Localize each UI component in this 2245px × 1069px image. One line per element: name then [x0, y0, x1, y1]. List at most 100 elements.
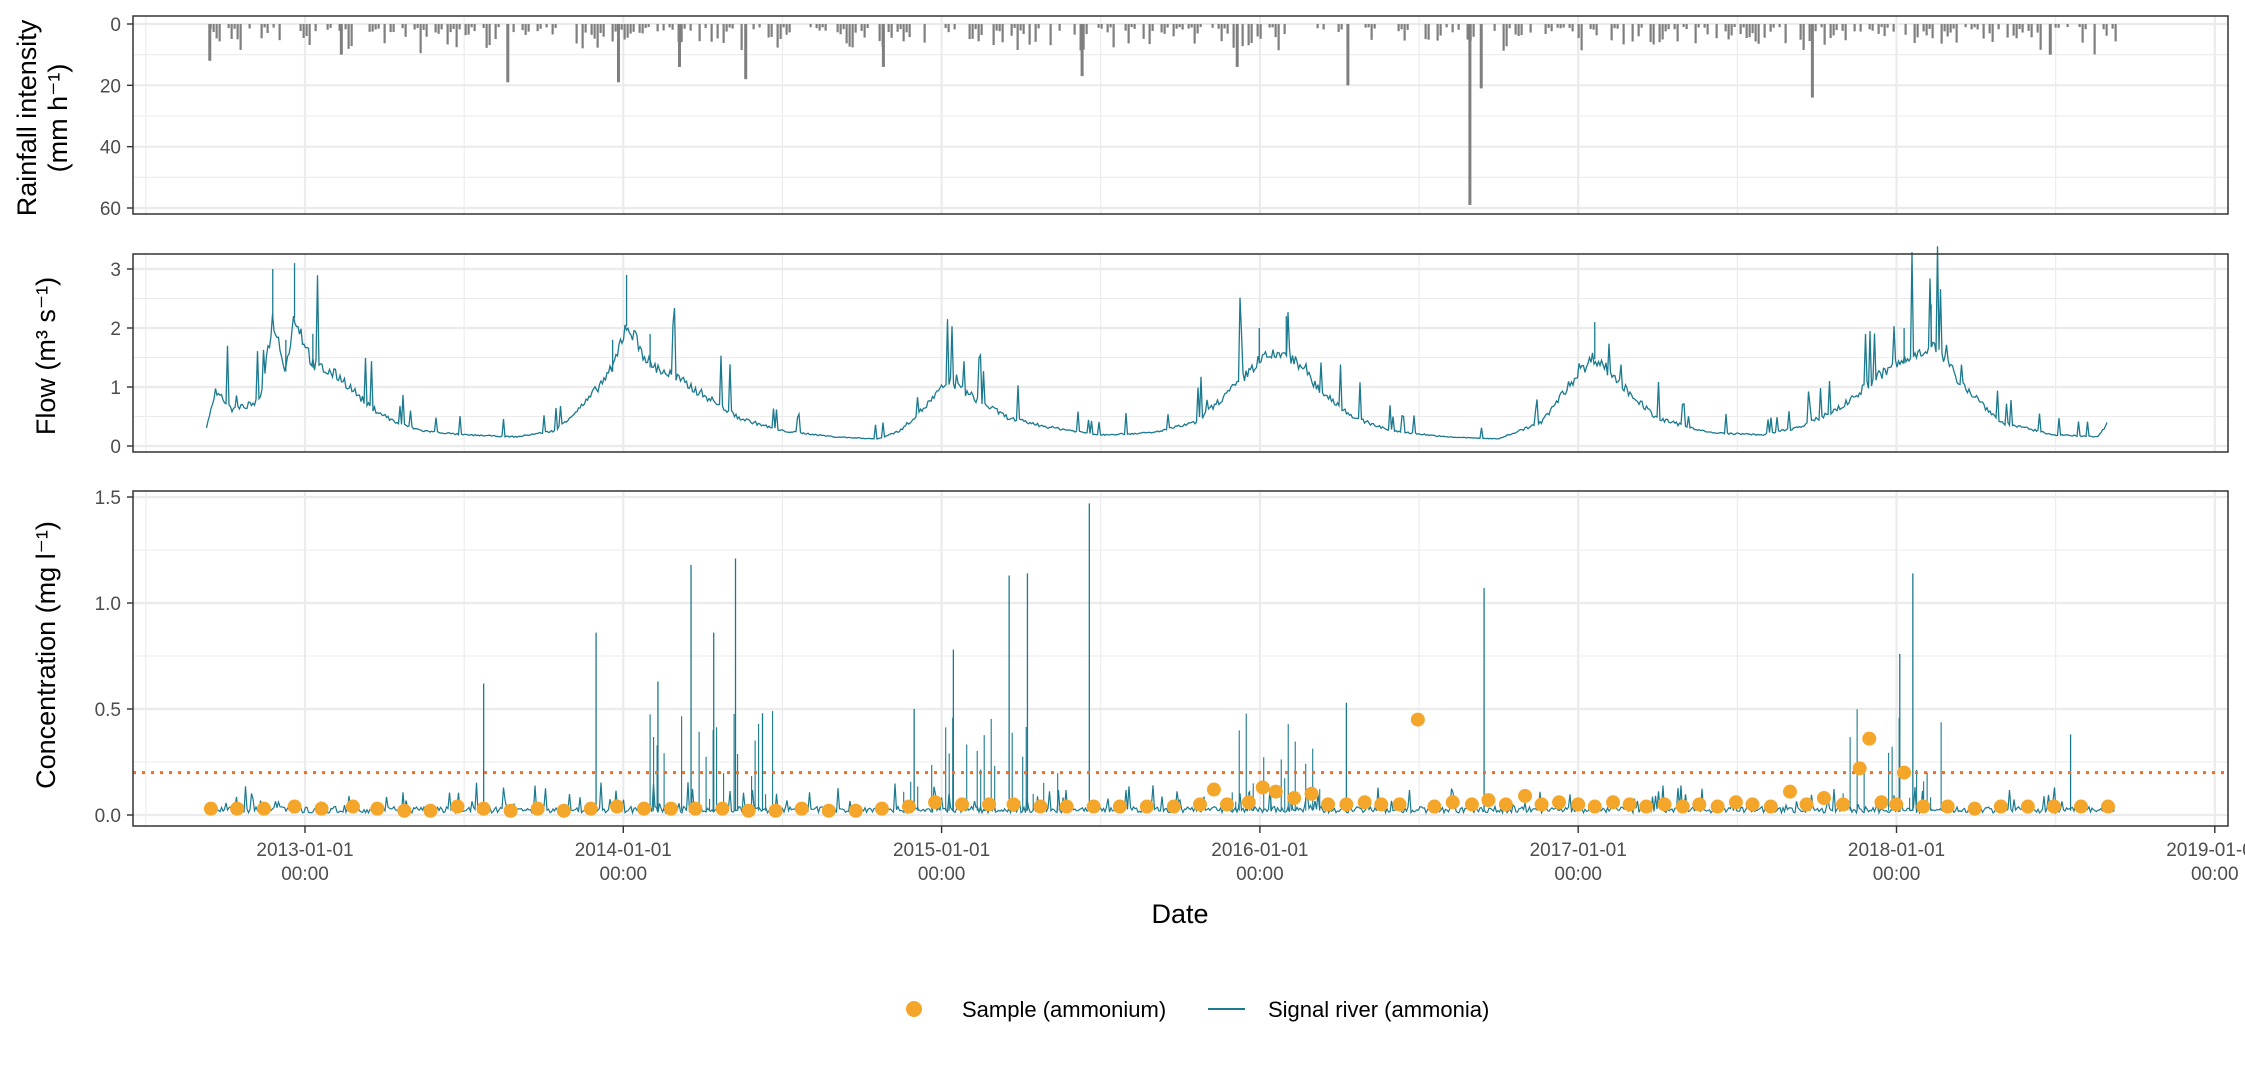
rainfall-bar — [1550, 24, 1553, 32]
rainfall-bar-peak — [744, 24, 748, 80]
rainfall-bar — [782, 24, 785, 28]
xtick-label-date: 2013-01-01 — [256, 840, 353, 861]
rainfall-bar — [2111, 24, 2114, 29]
rainfall-bar — [2012, 24, 2015, 36]
rainfall-bar — [1457, 24, 1460, 30]
rainfall-bar — [1427, 24, 1430, 40]
sample-point — [203, 801, 218, 816]
rainfall-bar — [1757, 24, 1760, 44]
rainfall-bar — [1508, 24, 1511, 29]
rainfall-bar — [416, 24, 419, 28]
rainfall-bar — [1631, 24, 1634, 42]
sample-point — [1192, 797, 1207, 812]
rainfall-bar — [860, 24, 863, 31]
rainfall-bar — [1544, 24, 1547, 35]
rainfall-bar — [1943, 24, 1946, 32]
rainfall-bar — [1667, 24, 1670, 30]
rainfall-bar — [584, 24, 587, 33]
xtick-label-date: 2018-01-01 — [1848, 840, 1945, 861]
rainfall-bar — [344, 24, 347, 30]
xtick-label-time: 00:00 — [2191, 864, 2239, 885]
rainfall-bar — [1439, 24, 1442, 36]
rainfall-bar — [1592, 24, 1595, 30]
signal-line — [206, 782, 2115, 816]
rainfall-bar — [995, 24, 998, 31]
rainfall-bar — [1763, 24, 1766, 38]
rainfall-bar — [239, 24, 242, 50]
rainfall-bar — [1259, 24, 1262, 39]
rainfall-bar — [1097, 24, 1100, 28]
rainfall-bar — [2057, 24, 2060, 28]
xtick-label-date: 2019-01-01 — [2166, 840, 2245, 861]
rainfall-bar — [1892, 24, 1895, 32]
sample-point — [1852, 761, 1867, 776]
xtick-label-time: 00:00 — [1236, 864, 1284, 885]
rainfall-bar — [248, 24, 251, 29]
rainfall-bar — [1823, 24, 1826, 45]
rainfall-bar — [758, 24, 761, 28]
rainfall-bar — [524, 24, 527, 35]
rainfall-bar — [1199, 24, 1202, 28]
flow-border — [132, 253, 2229, 453]
rainfall-bar — [731, 24, 734, 29]
flow-ytick-label: 3 — [110, 260, 121, 281]
rainfall-bar-peak — [339, 24, 343, 55]
rainfall-bar — [338, 24, 341, 31]
rainfall-bar — [788, 24, 791, 33]
rainfall-bar — [2030, 24, 2033, 38]
rainfall-ytick-label: 0 — [110, 15, 121, 36]
rainfall-bar — [623, 24, 626, 40]
rainfall-bar — [1022, 24, 1025, 34]
rainfall-bar — [1778, 24, 1781, 28]
rainfall-bar — [1925, 24, 1928, 36]
rainfall-bar — [1658, 24, 1661, 43]
sample-point — [1710, 799, 1725, 814]
sample-point — [1392, 797, 1407, 812]
rainfall-bar — [1256, 24, 1259, 37]
rainfall-bar — [896, 24, 899, 32]
rainfall-bar — [1013, 24, 1016, 28]
rainfall-bar — [272, 24, 275, 28]
rainfall-bar — [2027, 24, 2030, 31]
rainfall-bar — [785, 24, 788, 35]
rainfall-bar — [2066, 24, 2069, 28]
rainfall-bar — [392, 24, 395, 33]
rainfall-bar — [1844, 24, 1847, 41]
rainfall-bar — [1703, 24, 1706, 28]
rainfall-bar — [1772, 24, 1775, 28]
rainfall-bar — [440, 24, 443, 30]
rainfall-bar — [1784, 24, 1787, 44]
rainfall-bar — [1829, 24, 1832, 39]
rainfall-bar — [1106, 24, 1109, 33]
rainfall-bar — [1049, 24, 1052, 46]
rainfall-bar — [1715, 24, 1718, 39]
sample-point — [982, 797, 997, 812]
concentration-border — [132, 490, 2229, 827]
rainfall-bar — [308, 24, 311, 45]
rainfall-bar-peak — [208, 24, 212, 61]
rainfall-bar — [1982, 24, 1985, 39]
rainfall-bar — [1175, 24, 1178, 29]
rainfall-bar-peak — [2048, 24, 2052, 55]
sample-point — [503, 803, 518, 818]
rainfall-bar — [1868, 24, 1871, 30]
rainfall-bar — [767, 24, 770, 38]
rainfall-bar — [218, 24, 221, 42]
rainfall-ylabel-line1: Rainfall intensity — [12, 19, 42, 216]
sample-point — [955, 797, 970, 812]
flow-line — [205, 246, 2108, 440]
rainfall-bar-peak — [1468, 24, 1472, 205]
rainfall-bar — [1748, 24, 1751, 38]
rainfall-bar — [1400, 24, 1403, 30]
rainfall-bar — [260, 24, 263, 39]
rainfall-bar — [818, 24, 821, 31]
rainfall-bar — [836, 24, 839, 33]
rainfall-bar — [1706, 24, 1709, 35]
rainfall-bar — [845, 24, 848, 44]
sample-point — [1675, 799, 1690, 814]
rainfall-bar — [1403, 24, 1406, 41]
rainfall-bar — [1880, 24, 1883, 28]
rainfall-bar — [266, 24, 269, 33]
sample-point — [1587, 799, 1602, 814]
rainfall-bar — [683, 24, 686, 29]
